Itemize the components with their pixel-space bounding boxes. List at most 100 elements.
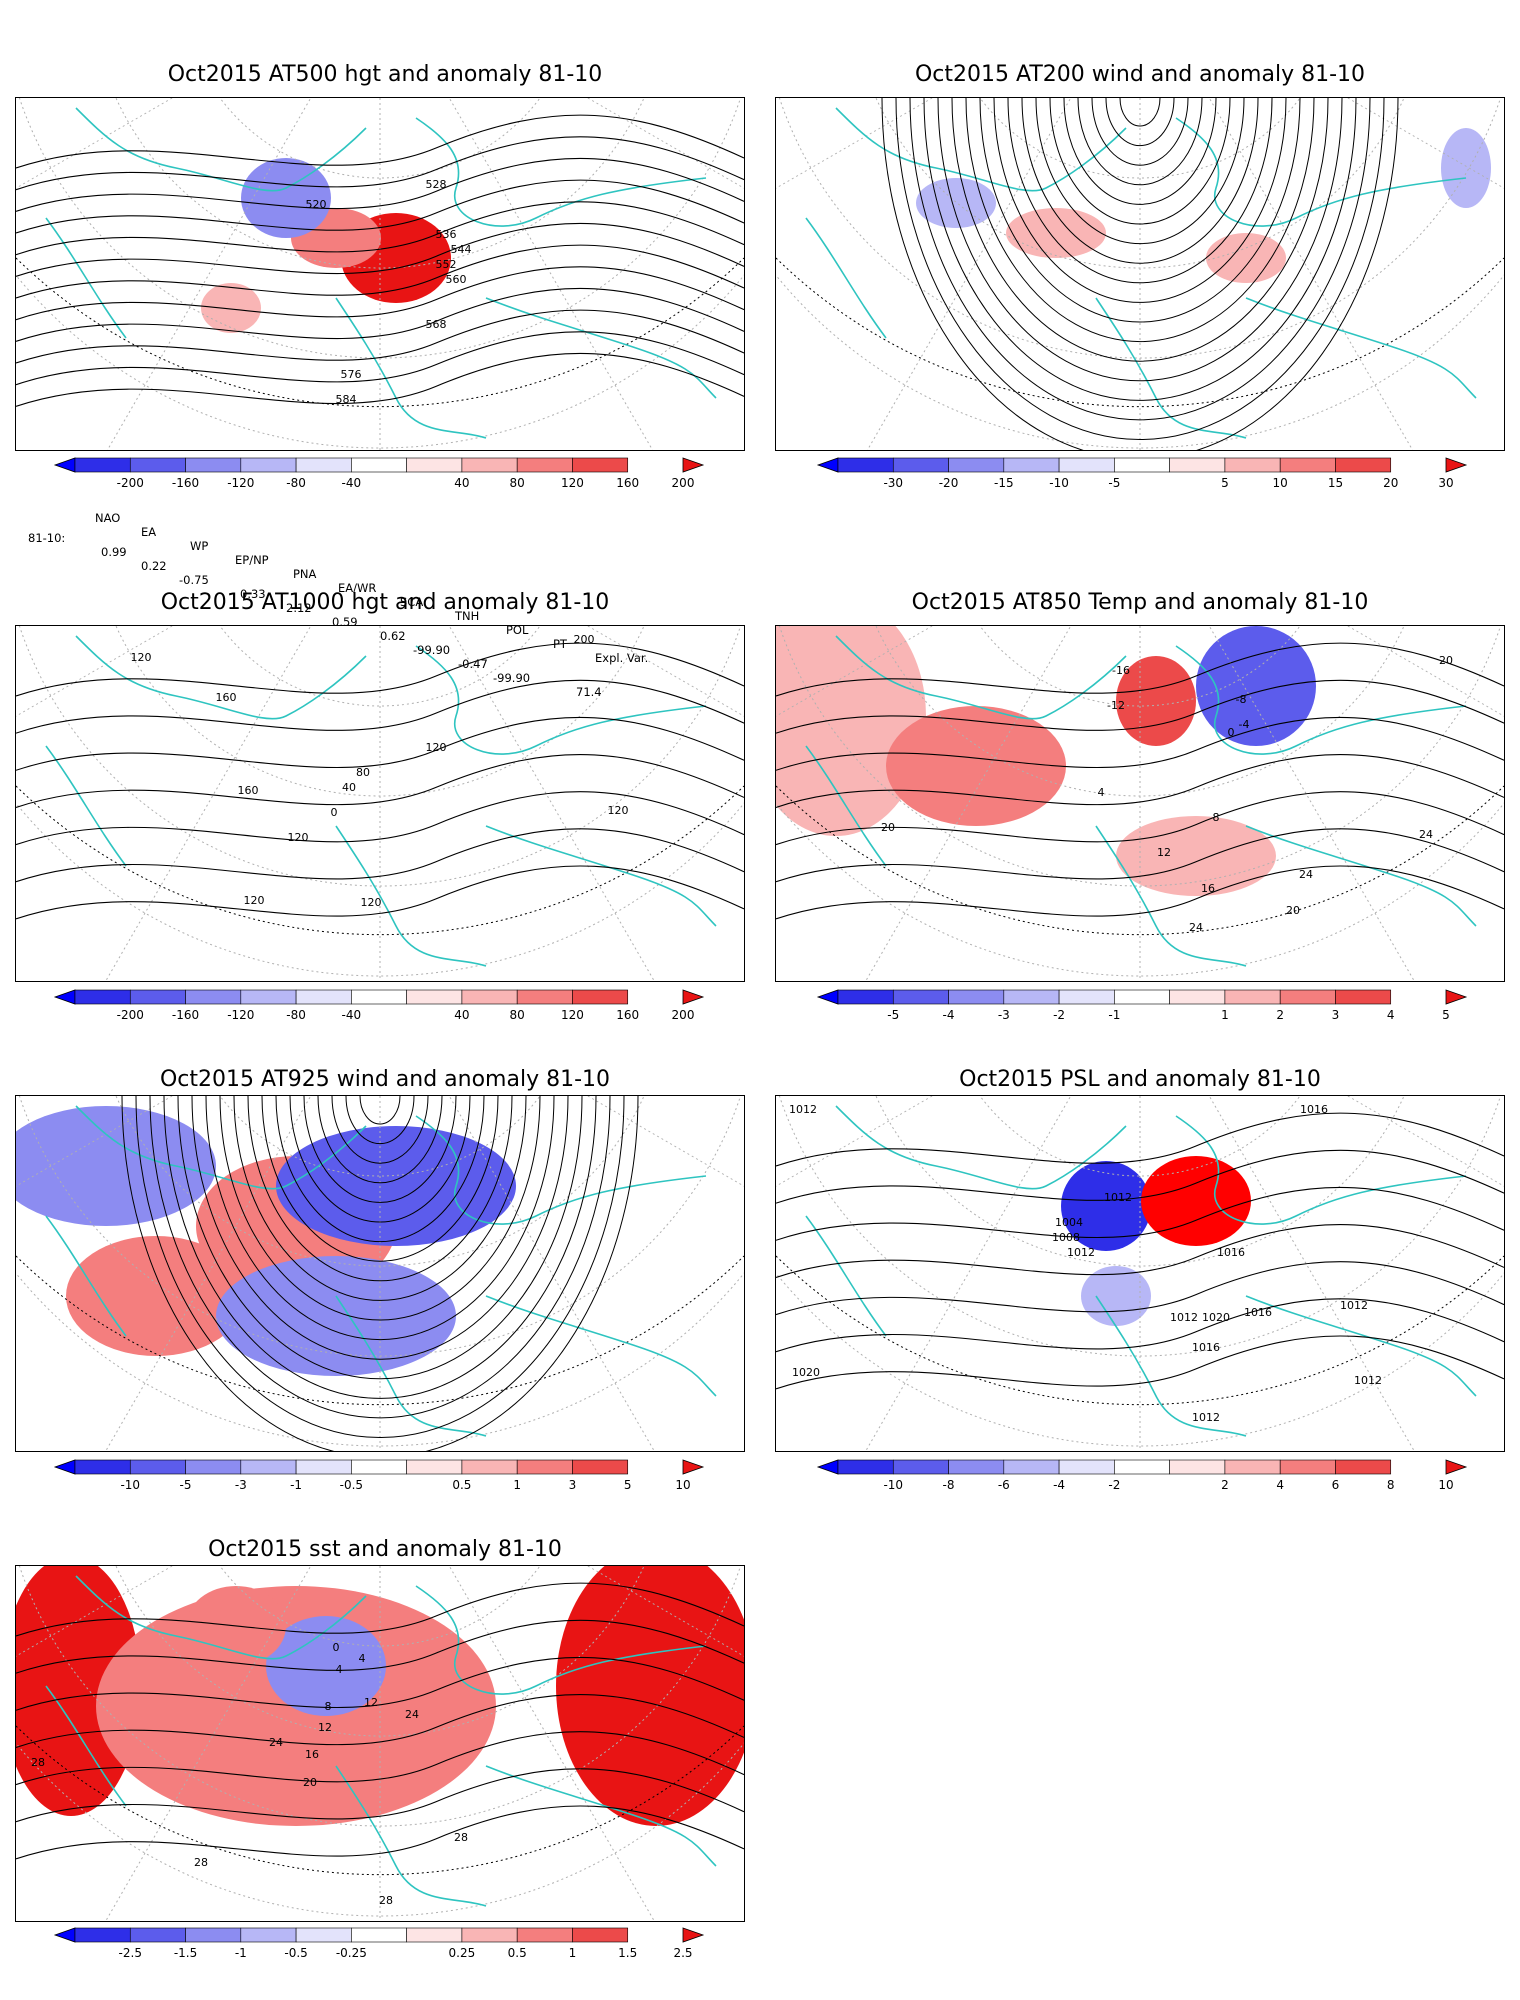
- colorbar-swatch: [461, 989, 518, 1005]
- contour-label: 1020: [792, 1366, 820, 1379]
- map-area-at500: 520 528 536 544 552 560 568 576 584: [15, 97, 745, 451]
- tele-value: 2.12: [286, 601, 312, 615]
- colorbar-swatch: [1114, 1459, 1170, 1475]
- panel-title: Oct2015 AT850 Temp and anomaly 81-10: [911, 590, 1369, 615]
- contour-label: 0: [331, 806, 338, 819]
- colorbar-tick-label: -80: [286, 476, 306, 490]
- contour-label: 16: [305, 1748, 319, 1761]
- colorbar-swatch: [461, 457, 518, 473]
- meridian: [16, 626, 174, 717]
- coastline: [45, 217, 127, 339]
- anomaly-shading: [216, 1256, 456, 1376]
- colorbar-tick-label: -10: [883, 1478, 904, 1492]
- colorbar-swatch: [1114, 989, 1170, 1005]
- coastline: [335, 1765, 487, 1907]
- colorbar-tick-label: 200: [671, 476, 695, 490]
- map-area-psl: 1012 1012 1004 1008 1012 1016 1020 1016 1012 1016…: [775, 1095, 1505, 1452]
- colorbar-swatch: [74, 989, 131, 1005]
- anomaly-shading: [241, 158, 331, 238]
- coastline: [415, 1115, 707, 1225]
- colorbar-swatch: [837, 1459, 894, 1475]
- colorbar-swatch: [1114, 457, 1170, 473]
- contour-label: 28: [454, 1831, 468, 1844]
- tele-header: SCA: [400, 595, 424, 609]
- colorbar-swatch: [516, 1927, 573, 1943]
- contour-line: [16, 791, 744, 846]
- colorbar-arrow: [682, 989, 705, 1005]
- colorbar-tick-label: -4: [942, 1008, 955, 1022]
- colorbar-tick-label: 40: [454, 1008, 470, 1022]
- contour-label: 1008: [1052, 1231, 1080, 1244]
- contour-label: 120: [361, 896, 382, 909]
- streamline: [979, 98, 1301, 323]
- coastline: [335, 1295, 487, 1437]
- panel-title: Oct2015 PSL and anomaly 81-10: [959, 1067, 1321, 1092]
- coastline: [75, 107, 367, 192]
- colorbar-tick-label: -2.5: [118, 1946, 142, 1960]
- meridian: [1208, 98, 1414, 450]
- tele-value: -99.90: [493, 671, 531, 685]
- meridian: [16, 1566, 174, 1657]
- contour-label: 1012: [1340, 1299, 1368, 1312]
- map-area-at850: -16 -12 -8 -4 0 4 8 12 16 20 24 24 20 24 20: [775, 625, 1505, 982]
- colorbar-tick-label: -1: [234, 1946, 247, 1960]
- coastline: [75, 1105, 367, 1190]
- map-svg: 520 528 536 544 552 560 568 576 584: [16, 98, 744, 450]
- colorbar-arrow: [1445, 1459, 1468, 1475]
- panel-at1000: Oct2015 AT1000 hgt and anomaly 81-10: [0, 560, 760, 1030]
- contour-label: 536: [436, 228, 457, 241]
- map-area-at1000: 120 160 80 40 0 160 120 120 120 200 120 120: [15, 625, 745, 982]
- meridian: [1346, 1096, 1504, 1187]
- colorbar-swatch: [572, 1927, 629, 1943]
- contour-line: [776, 865, 1504, 920]
- contour-line: [16, 754, 744, 808]
- tele-value: -0.47: [458, 657, 488, 671]
- anomaly-shading: [1441, 128, 1491, 208]
- streamline: [909, 98, 1371, 421]
- panel-title: Oct2015 sst and anomaly 81-10: [208, 1537, 562, 1562]
- colorbar-arrow: [682, 1927, 705, 1943]
- coastline: [415, 117, 707, 227]
- streamline: [233, 1096, 527, 1301]
- colorbar-arrow: [816, 457, 839, 473]
- panel-at200: Oct2015 AT200 wind and anomaly 81-10: [760, 0, 1520, 560]
- contour-label: 28: [194, 1856, 208, 1869]
- tele-header: EP/NP: [235, 553, 269, 567]
- meridian: [106, 98, 312, 450]
- colorbar-tick-label: -30: [883, 476, 904, 490]
- colorbar-tick-label: 40: [454, 476, 470, 490]
- contour-label: 24: [1189, 921, 1203, 934]
- contour-label: 0: [1228, 726, 1235, 739]
- streamline: [205, 1096, 555, 1341]
- contour-label: 584: [336, 393, 357, 406]
- colorbar-tick-label: -2: [1108, 1478, 1121, 1492]
- colorbar-svg: [53, 989, 705, 1005]
- meridian: [105, 626, 312, 981]
- map-svg: [16, 1096, 744, 1451]
- contour-line: [776, 1224, 1504, 1278]
- meridian: [1346, 626, 1504, 717]
- contour-label: 1012: [1192, 1411, 1220, 1424]
- colorbar-swatch: [1279, 457, 1336, 473]
- tele-header: EA/WR: [338, 581, 377, 595]
- contour-label: 4: [1098, 786, 1105, 799]
- colorbar-swatch: [1058, 1459, 1115, 1475]
- colorbar-tick-label: 15: [1327, 476, 1344, 490]
- contour-line: [16, 179, 744, 234]
- colorbar-swatch: [892, 1459, 949, 1475]
- colorbar-tick-label: 160: [616, 476, 640, 490]
- contour-label: 560: [446, 273, 467, 286]
- tele-header: POL: [506, 623, 529, 637]
- colorbar-tick-label: -0.5: [339, 1478, 364, 1492]
- colorbar-swatch: [948, 989, 1005, 1005]
- colorbar-swatch: [295, 1927, 352, 1943]
- contour-label: 1012: [1170, 1311, 1198, 1324]
- contour-line: [776, 642, 1504, 697]
- anomaly-shading: [886, 706, 1066, 826]
- contour-label: 1016: [1217, 1246, 1245, 1259]
- colorbar-tick-label: -1: [1108, 1008, 1121, 1022]
- contour-label: 160: [238, 784, 259, 797]
- tele-header: PT: [553, 637, 567, 651]
- coastline: [805, 1215, 887, 1337]
- colorbar-swatch: [1224, 457, 1281, 473]
